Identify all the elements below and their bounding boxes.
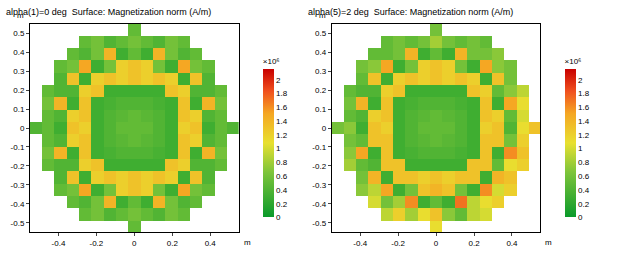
svg-text:0.2: 0.2 (276, 200, 288, 209)
svg-text:-0.2: -0.2 (11, 162, 25, 171)
svg-text:0: 0 (578, 213, 583, 222)
svg-text:-0.2: -0.2 (90, 239, 104, 248)
svg-text:alpha(1)=0 deg Surface: Magne: alpha(1)=0 deg Surface: Magnetization no… (6, 7, 211, 17)
svg-text:0: 0 (322, 124, 327, 133)
svg-text:0.2: 0.2 (315, 86, 327, 95)
svg-text:-0.2: -0.2 (312, 162, 326, 171)
svg-text:1.6: 1.6 (578, 103, 590, 112)
svg-text:0.2: 0.2 (578, 200, 590, 209)
svg-text:0.8: 0.8 (276, 158, 288, 167)
svg-text:-0.5: -0.5 (11, 219, 25, 228)
svg-text:1.2: 1.2 (578, 131, 590, 140)
svg-text:1.4: 1.4 (276, 117, 288, 126)
svg-text:0.6: 0.6 (276, 172, 288, 181)
svg-text:-0.2: -0.2 (391, 239, 405, 248)
svg-text:alpha(5)=2 deg Surface: Magne: alpha(5)=2 deg Surface: Magnetization no… (308, 7, 513, 17)
svg-text:0.8: 0.8 (578, 158, 590, 167)
svg-text:0.1: 0.1 (315, 105, 327, 114)
svg-text:0.4: 0.4 (205, 239, 217, 248)
svg-text:-0.4: -0.4 (52, 239, 66, 248)
svg-text:m: m (545, 238, 552, 247)
svg-text:0.2: 0.2 (167, 239, 179, 248)
svg-text:0: 0 (20, 124, 25, 133)
svg-text:2: 2 (276, 76, 281, 85)
svg-text:1.2: 1.2 (276, 131, 288, 140)
svg-text:0.1: 0.1 (13, 105, 25, 114)
svg-text:0: 0 (434, 239, 439, 248)
svg-text:-0.4: -0.4 (353, 239, 367, 248)
svg-text:0.5: 0.5 (13, 29, 25, 38)
svg-text:0.3: 0.3 (13, 67, 25, 76)
svg-text:1.8: 1.8 (578, 89, 590, 98)
svg-text:0.4: 0.4 (276, 186, 288, 195)
svg-text:0.5: 0.5 (315, 29, 327, 38)
svg-text:1.6: 1.6 (276, 103, 288, 112)
svg-text:1.4: 1.4 (578, 117, 590, 126)
svg-text:m: m (17, 11, 24, 20)
svg-text:0.4: 0.4 (578, 186, 590, 195)
svg-text:-0.4: -0.4 (312, 200, 326, 209)
svg-text:0.2: 0.2 (468, 239, 480, 248)
svg-text:1.8: 1.8 (276, 89, 288, 98)
svg-text:1: 1 (578, 144, 583, 153)
svg-text:0: 0 (132, 239, 137, 248)
svg-text:-0.4: -0.4 (11, 200, 25, 209)
svg-text:1: 1 (276, 144, 281, 153)
svg-text:-0.3: -0.3 (11, 181, 25, 190)
svg-text:-0.5: -0.5 (312, 219, 326, 228)
svg-text:-0.1: -0.1 (312, 143, 326, 152)
svg-text:-0.1: -0.1 (11, 143, 25, 152)
svg-text:0.3: 0.3 (315, 67, 327, 76)
svg-text:0.2: 0.2 (13, 86, 25, 95)
svg-text:0.4: 0.4 (315, 48, 327, 57)
svg-text:m: m (319, 11, 326, 20)
svg-text:0.6: 0.6 (578, 172, 590, 181)
svg-text:m: m (244, 238, 251, 247)
svg-text:-0.3: -0.3 (312, 181, 326, 190)
svg-text:×10⁶: ×10⁶ (565, 57, 582, 66)
svg-text:×10⁶: ×10⁶ (263, 57, 280, 66)
svg-text:2: 2 (578, 76, 583, 85)
svg-text:0.4: 0.4 (506, 239, 518, 248)
svg-text:0.4: 0.4 (13, 48, 25, 57)
svg-text:0: 0 (276, 213, 281, 222)
